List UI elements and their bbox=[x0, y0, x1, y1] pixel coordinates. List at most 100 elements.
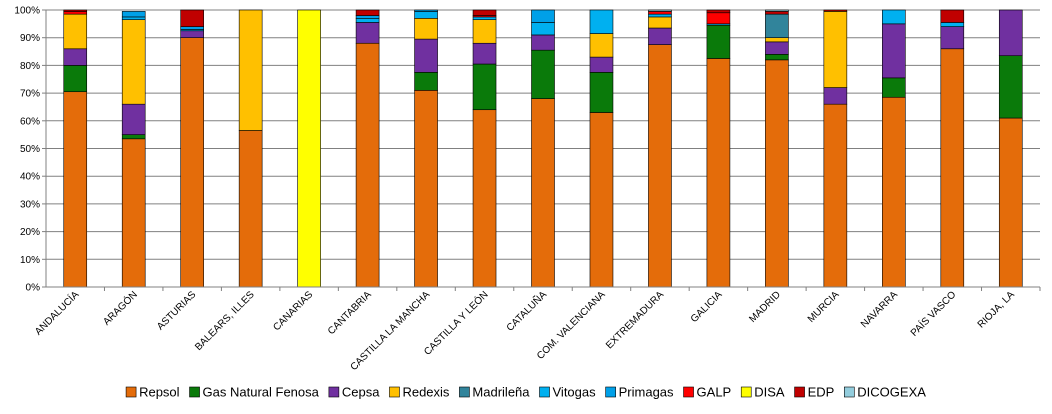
legend-label: DISA bbox=[754, 385, 785, 400]
legend-label: Madrileña bbox=[472, 385, 530, 400]
legend-label: Repsol bbox=[139, 385, 180, 400]
bar-murcia-cepsa bbox=[823, 87, 848, 105]
bar-galicia-edp bbox=[706, 9, 731, 14]
category-label: BALEARS, ILLES bbox=[193, 289, 257, 353]
bar-murcia-edp bbox=[823, 9, 848, 12]
bar-andalucia-redexis bbox=[63, 13, 88, 50]
bar-galicia-galp bbox=[706, 12, 731, 25]
legend-swatch bbox=[683, 386, 694, 398]
bar-madrid-edp bbox=[765, 11, 789, 15]
legend-label: EDP bbox=[808, 385, 835, 400]
bar-rioja-la-gas-natural-fenosa bbox=[998, 55, 1023, 119]
bar-aragon-primagas bbox=[121, 11, 146, 18]
bar-pais-vasco-vitogas bbox=[940, 22, 965, 27]
bar-aragon-gas-natural-fenosa bbox=[121, 134, 146, 140]
bar-pais-vasco-edp bbox=[940, 9, 965, 23]
bar-andalucia-galp bbox=[63, 11, 88, 15]
legend-item-vitogas: Vitogas bbox=[539, 385, 597, 400]
legend-item-primagas: Primagas bbox=[605, 385, 674, 400]
category-label: CANARIAS bbox=[271, 289, 315, 333]
category-label: EXTREMADURA bbox=[604, 289, 666, 351]
bar-pais-vasco-repsol bbox=[940, 48, 965, 288]
y-tick-label: 80% bbox=[20, 61, 40, 72]
y-tick-label: 90% bbox=[20, 33, 40, 44]
y-tick-label: 40% bbox=[20, 172, 40, 183]
bar-castilla-la-mancha-redexis bbox=[414, 18, 438, 40]
bar-balears-illes-redexis bbox=[238, 9, 263, 131]
y-tick-label: 0% bbox=[26, 283, 41, 294]
legend-label: Redexis bbox=[402, 385, 449, 400]
bar-cantabria-vitogas bbox=[355, 18, 380, 23]
legend-item-redexis: Redexis bbox=[389, 385, 450, 400]
legend-swatch bbox=[794, 386, 805, 398]
bar-madrid-madrilena bbox=[765, 13, 789, 38]
legend-swatch bbox=[328, 386, 340, 398]
bar-cantabria-edp bbox=[355, 9, 380, 16]
category-label: PAÍS VASCO bbox=[907, 288, 958, 339]
bar-murcia-repsol bbox=[823, 103, 848, 288]
bar-extremadura-galp bbox=[648, 11, 672, 15]
bar-madrid-repsol bbox=[765, 59, 789, 288]
legend-label: Vitogas bbox=[553, 385, 597, 400]
bar-castilla-y-leon-redexis bbox=[472, 19, 497, 44]
legend-item-dicogexa: DICOGEXA bbox=[843, 385, 926, 400]
bar-extremadura-vitogas bbox=[648, 13, 672, 18]
bar-rioja-la-repsol bbox=[998, 117, 1023, 288]
bar-com-valenciana-cepsa bbox=[589, 56, 614, 73]
category-label: CATALUÑA bbox=[503, 288, 549, 334]
axes bbox=[42, 9, 1041, 291]
legend-label: DICOGEXA bbox=[857, 385, 926, 400]
bar-castilla-la-mancha-gas-natural-fenosa bbox=[414, 72, 438, 91]
legend-swatch bbox=[125, 386, 137, 398]
bar-pais-vasco-cepsa bbox=[940, 26, 965, 50]
bar-cataluna-gas-natural-fenosa bbox=[531, 49, 555, 99]
legend-item-madrilena: Madrileña bbox=[459, 385, 530, 400]
bars bbox=[63, 9, 1023, 288]
legend-swatch bbox=[740, 386, 752, 398]
bar-andalucia-edp bbox=[63, 9, 88, 12]
legend-swatch bbox=[389, 386, 400, 398]
bar-madrid-cepsa bbox=[765, 41, 789, 55]
legend-label: Cepsa bbox=[342, 385, 380, 400]
bar-asturias-primagas bbox=[180, 26, 204, 30]
bar-navarra-cepsa bbox=[882, 23, 906, 79]
bar-com-valenciana-redexis bbox=[589, 33, 614, 58]
bar-asturias-edp bbox=[180, 9, 204, 27]
category-label: CASTILLA Y LEÓN bbox=[421, 288, 491, 358]
bar-castilla-y-leon-cepsa bbox=[472, 42, 497, 65]
bar-castilla-y-leon-gas-natural-fenosa bbox=[472, 63, 497, 111]
bar-andalucia-cepsa bbox=[63, 48, 88, 66]
bar-asturias-cepsa bbox=[180, 30, 204, 38]
y-tick-label: 10% bbox=[20, 255, 40, 266]
legend-swatch bbox=[605, 386, 616, 398]
category-label: NAVARRA bbox=[859, 289, 900, 330]
bar-extremadura-cepsa bbox=[648, 27, 672, 45]
y-tick-label: 20% bbox=[20, 227, 40, 238]
bar-castilla-y-leon-vitogas bbox=[472, 16, 497, 20]
bar-aragon-cepsa bbox=[121, 103, 146, 135]
y-tick-labels: 0% 10% 20% 30% 40% 50% 60% 70% 80% 90% 100% bbox=[14, 6, 40, 294]
bar-navarra-vitogas bbox=[882, 9, 906, 25]
bar-rioja-la-cepsa bbox=[998, 9, 1023, 57]
bar-castilla-la-mancha-primagas bbox=[414, 9, 438, 12]
category-label: ANDALUCÍA bbox=[32, 288, 82, 338]
bar-com-valenciana-gas-natural-fenosa bbox=[589, 72, 614, 113]
bar-cataluna-repsol bbox=[531, 98, 555, 288]
bar-cantabria-primagas bbox=[355, 15, 380, 19]
bar-canarias-disa bbox=[297, 9, 321, 288]
bar-com-valenciana-repsol bbox=[589, 112, 614, 288]
bar-andalucia-gas-natural-fenosa bbox=[63, 65, 88, 93]
bar-cataluna-primagas bbox=[531, 9, 555, 23]
bar-madrid-redexis bbox=[765, 37, 789, 43]
bar-galicia-repsol bbox=[706, 58, 731, 288]
bar-cataluna-cepsa bbox=[531, 34, 555, 51]
bar-castilla-la-mancha-repsol bbox=[414, 90, 438, 288]
bar-andalucia-repsol bbox=[63, 91, 88, 288]
legend-swatch bbox=[189, 386, 200, 398]
bar-galicia-gas-natural-fenosa bbox=[706, 24, 731, 59]
bar-castilla-y-leon-repsol bbox=[472, 109, 497, 288]
bar-murcia-redexis bbox=[823, 11, 848, 88]
y-tick-label: 100% bbox=[14, 6, 40, 17]
